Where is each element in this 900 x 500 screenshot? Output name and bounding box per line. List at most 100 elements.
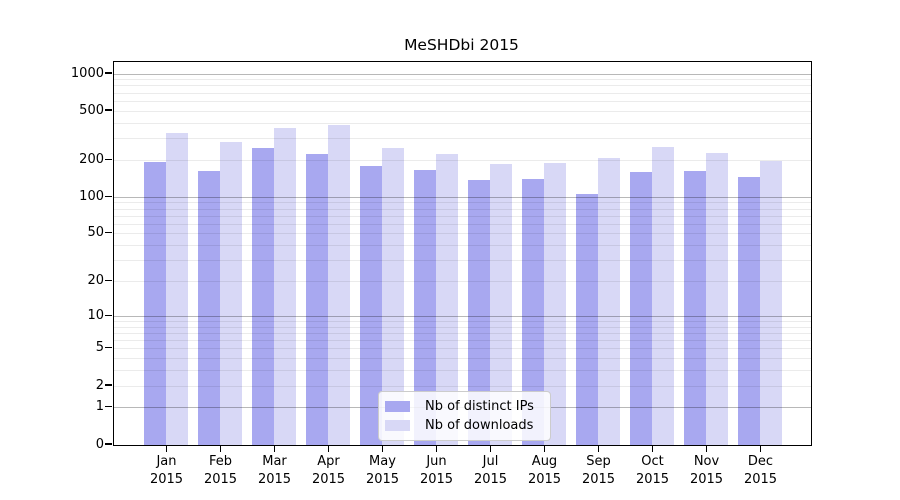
legend-label-downloads: Nb of downloads — [425, 418, 534, 433]
x-tick — [543, 445, 546, 452]
bar-mar-distinct-ips — [252, 148, 274, 445]
bar-aug-distinct-ips — [522, 179, 544, 445]
x-tick-label-aug: Aug 2015 — [527, 454, 562, 487]
gridline-minor — [114, 332, 811, 334]
y-tick-label: 1 — [95, 399, 104, 415]
gridline-minor — [114, 85, 811, 87]
bar-nov-distinct-ips — [684, 170, 706, 445]
y-tick — [105, 314, 112, 316]
legend-swatch-distinct-ips — [385, 401, 410, 412]
x-tick — [489, 445, 492, 452]
bar-dec-distinct-ips — [738, 177, 760, 445]
legend-label-distinct-ips: Nb of distinct IPs — [425, 399, 534, 414]
x-tick-label-jun: Jun 2015 — [419, 454, 454, 487]
gridline-minor — [114, 159, 811, 161]
bar-mar-downloads — [274, 128, 296, 445]
y-tick-label: 2 — [95, 377, 104, 393]
y-tick-label: 500 — [79, 102, 104, 118]
bar-nov-downloads — [706, 152, 728, 445]
legend-swatch-downloads — [385, 420, 410, 431]
x-tick-label-feb: Feb 2015 — [203, 454, 238, 487]
gridline-minor — [114, 79, 811, 81]
bar-oct-downloads — [652, 147, 674, 445]
x-tick — [705, 445, 708, 452]
gridline-major — [114, 73, 811, 75]
bar-dec-downloads — [760, 160, 782, 445]
gridline-minor — [114, 348, 811, 350]
x-tick-label-jul: Jul 2015 — [473, 454, 508, 487]
bar-aug-downloads — [544, 162, 566, 445]
gridline-minor — [114, 385, 811, 387]
bar-feb-distinct-ips — [198, 170, 220, 445]
gridline-minor — [114, 281, 811, 282]
x-tick — [165, 445, 168, 452]
y-tick — [105, 232, 112, 234]
y-tick — [105, 384, 112, 386]
gridline-minor — [114, 370, 811, 372]
y-tick — [105, 109, 112, 111]
chart-title: MeSHDbi 2015 — [404, 36, 519, 54]
y-tick-label: 10 — [87, 307, 104, 323]
x-tick — [651, 445, 654, 452]
x-tick-label-oct: Oct 2015 — [635, 454, 670, 487]
bar-apr-downloads — [328, 124, 350, 445]
y-tick — [105, 195, 112, 197]
gridline-minor — [114, 260, 811, 262]
gridline-minor — [114, 122, 811, 124]
x-tick — [435, 445, 438, 452]
gridline-minor — [114, 223, 811, 225]
y-tick-label: 50 — [87, 225, 104, 241]
gridline-minor — [114, 320, 811, 322]
bar-sep-distinct-ips — [576, 193, 598, 445]
y-tick — [105, 443, 112, 445]
gridline-minor — [114, 326, 811, 328]
y-tick-label: 5 — [95, 340, 104, 356]
y-tick-label: 0 — [95, 436, 104, 452]
x-tick — [597, 445, 600, 452]
gridline-minor — [114, 100, 811, 102]
x-tick — [219, 445, 222, 452]
y-tick-label: 1000 — [70, 65, 104, 81]
x-tick-label-mar: Mar 2015 — [257, 454, 292, 487]
gridline-minor — [114, 202, 811, 204]
y-tick-label: 200 — [79, 151, 104, 167]
x-tick — [759, 445, 762, 452]
bar-jun-downloads — [436, 153, 458, 445]
legend-item-distinct-ips: Nb of distinct IPs — [385, 397, 542, 416]
gridline-minor — [114, 92, 811, 94]
bar-jun-distinct-ips — [414, 169, 436, 445]
y-tick — [105, 406, 112, 408]
x-tick-label-dec: Dec 2015 — [743, 454, 778, 487]
bar-apr-distinct-ips — [306, 153, 328, 445]
gridline-minor — [114, 233, 811, 235]
bar-jul-downloads — [490, 164, 512, 445]
legend-item-downloads: Nb of downloads — [385, 416, 542, 435]
plot-canvas — [114, 62, 811, 445]
bar-jul-distinct-ips — [468, 180, 490, 445]
y-tick-label: 20 — [87, 273, 104, 288]
y-tick — [105, 347, 112, 349]
gridline-minor — [114, 215, 811, 217]
bar-may-downloads — [382, 148, 404, 445]
x-tick-label-nov: Nov 2015 — [689, 454, 724, 487]
bar-sep-downloads — [598, 158, 620, 445]
bar-feb-downloads — [220, 142, 242, 445]
gridline-major — [114, 196, 811, 198]
x-tick-label-may: May 2015 — [365, 454, 400, 487]
y-tick-label: 100 — [79, 188, 104, 204]
x-tick-label-jan: Jan 2015 — [149, 454, 184, 487]
plot-area — [113, 61, 812, 446]
x-tick — [327, 445, 330, 452]
y-tick — [105, 158, 112, 160]
gridline-minor — [114, 110, 811, 112]
gridline-minor — [114, 340, 811, 341]
bar-jan-distinct-ips — [144, 161, 166, 445]
x-tick-label-apr: Apr 2015 — [311, 454, 346, 487]
gridline-minor — [114, 245, 811, 247]
gridline-minor — [114, 138, 811, 139]
y-tick — [105, 72, 112, 74]
y-tick — [105, 279, 112, 282]
gridline-major — [114, 315, 811, 317]
bar-jan-downloads — [166, 133, 188, 445]
gridline-minor — [114, 208, 811, 210]
